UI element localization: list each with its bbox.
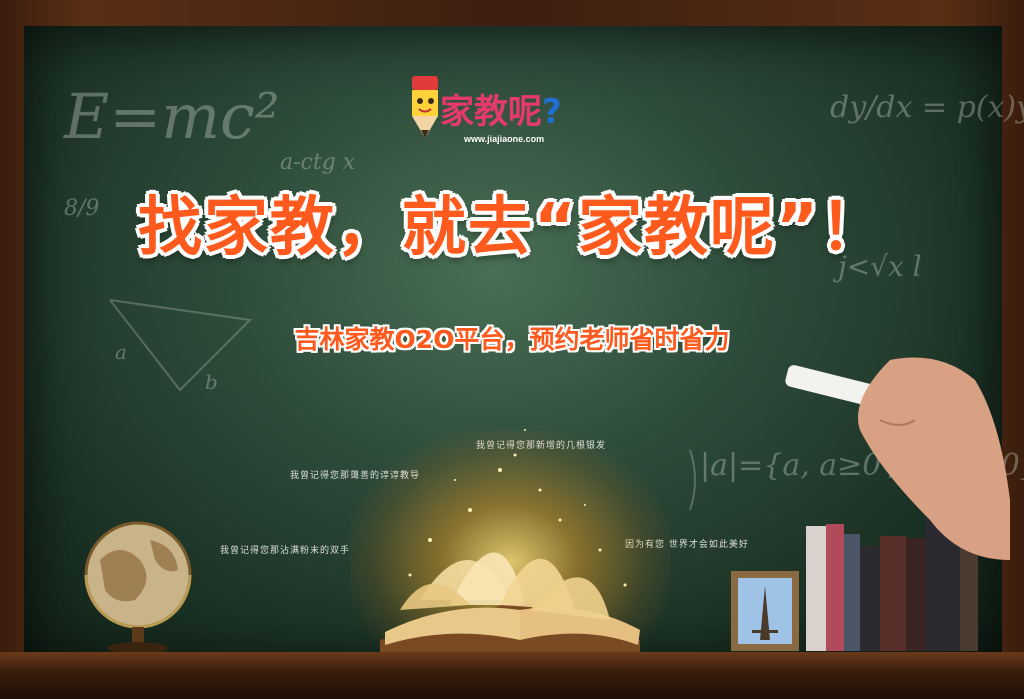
sparkles: [408, 429, 627, 587]
subline: 吉林家教O2O平台，预约老师省时省力: [294, 325, 730, 354]
brand-name: 家教呢?: [440, 84, 562, 133]
eiffel-photo-frame: [731, 571, 799, 651]
caption-3: 我曾记得您那沾满粉末的双手: [220, 546, 351, 556]
pencil-mascot-icon: [412, 76, 438, 138]
chalk-dydx: dy/dx = p(x)y: [830, 90, 1024, 125]
globe-icon: [84, 521, 192, 654]
headline: 找家教，就去“家教呢”！: [137, 191, 887, 265]
chalk-ledge: [0, 652, 1024, 699]
chalk-emc: E=mc²: [64, 80, 280, 153]
caption-4: 因为有您 世界才会如此美好: [625, 540, 749, 550]
chalk-brace: [689, 449, 696, 511]
brand-mark: ?: [542, 92, 562, 132]
brand-url[interactable]: www.jiajiaone.com: [464, 134, 545, 144]
open-book-icon: [380, 552, 640, 652]
chalk-tri-a: a: [115, 340, 127, 364]
brand-main: 家教呢: [440, 92, 542, 132]
chalk-tri-b: b: [205, 370, 218, 394]
book-stack: [806, 518, 978, 651]
brand-logo[interactable]: 家教呢? www.jiajiaone.com: [408, 74, 608, 150]
hand-with-chalk-icon: [785, 357, 1010, 560]
chalk-jkl: j<√x l: [838, 250, 922, 283]
chalk-ratio: 8/9: [64, 196, 100, 221]
chalk-triangle: [109, 299, 253, 392]
chalk-actg: a-ctg x: [280, 150, 356, 175]
